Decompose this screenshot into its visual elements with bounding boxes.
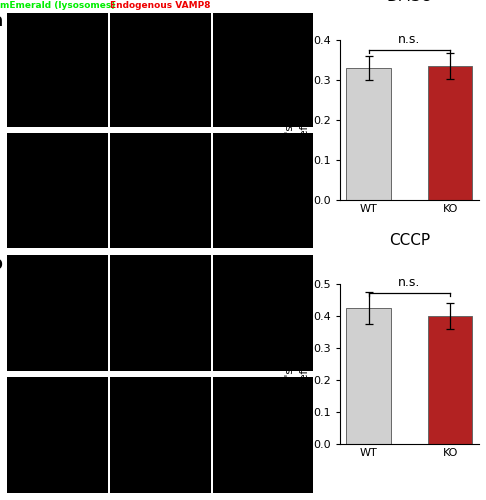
Bar: [347, 308, 391, 444]
Title: mEmerald (lysosomes): mEmerald (lysosomes): [0, 2, 115, 11]
Y-axis label: Pearson's correlation
coefficient: Pearson's correlation coefficient: [285, 309, 309, 418]
Y-axis label: Pearson's correlation
coefficient: Pearson's correlation coefficient: [285, 65, 309, 175]
Title: CCCP: CCCP: [389, 233, 430, 248]
Bar: [347, 68, 391, 200]
Text: a: a: [0, 12, 2, 30]
Title: Endogenous VAMP8: Endogenous VAMP8: [110, 2, 210, 11]
Text: b: b: [0, 255, 2, 273]
Text: n.s.: n.s.: [398, 33, 421, 46]
Bar: [428, 66, 472, 200]
Title: DMSO: DMSO: [386, 0, 433, 4]
Text: n.s.: n.s.: [398, 276, 421, 289]
Title: Merge: Merge: [247, 2, 279, 11]
Bar: [428, 316, 472, 444]
